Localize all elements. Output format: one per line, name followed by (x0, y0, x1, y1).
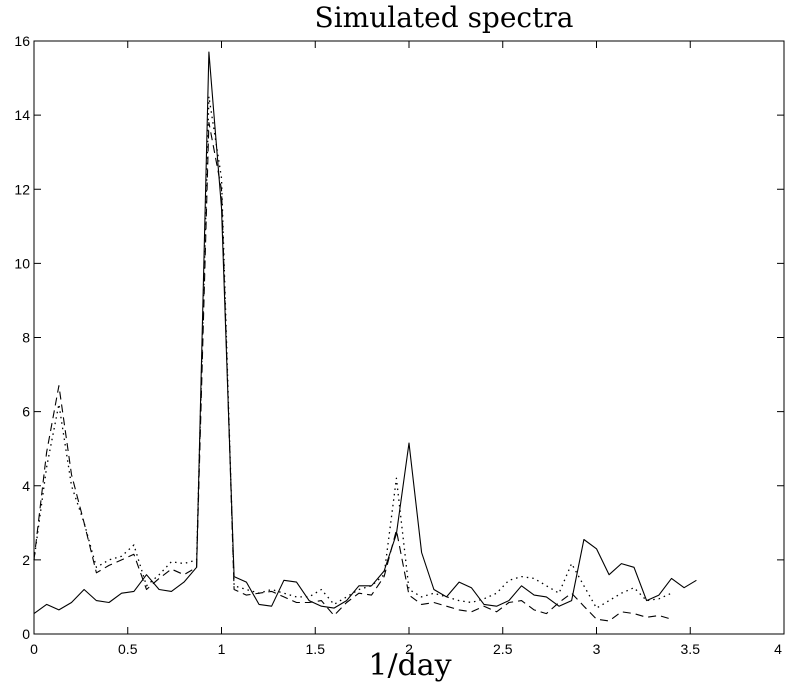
x-tick-label: 0 (30, 641, 38, 657)
y-tick-label: 2 (22, 552, 30, 568)
x-tick-label: 2.5 (493, 641, 513, 657)
x-tick-label: 1.5 (306, 641, 326, 657)
y-tick-label: 0 (22, 626, 30, 642)
x-tick-label: 3 (593, 641, 601, 657)
series-line-dashed (33, 121, 672, 622)
x-tick-label: 3.5 (681, 641, 701, 657)
x-tick-label: 1 (218, 641, 226, 657)
y-tick-label: 12 (14, 181, 30, 197)
x-axis: 0 0.5 1 1.5 2 2.5 3 3.5 4 (30, 41, 785, 657)
chart-title: Simulated spectra (315, 1, 574, 34)
x-tick-label: 0.5 (118, 641, 138, 657)
plot-area (33, 51, 697, 622)
y-tick-label: 8 (22, 330, 30, 346)
x-tick-label: 4 (774, 641, 782, 657)
y-tick-label: 16 (14, 33, 30, 49)
y-tick-label: 14 (14, 107, 30, 123)
y-tick-label: 4 (22, 478, 30, 494)
x-axis-label: 1/day (368, 648, 451, 682)
series-line-solid (33, 51, 697, 615)
y-tick-label: 6 (22, 404, 30, 420)
series-line-dotted (33, 95, 672, 609)
axes-frame (33, 40, 785, 635)
y-axis: 0 2 4 6 8 10 12 14 16 (14, 33, 784, 642)
x-tick-label: 2 (405, 641, 413, 657)
y-tick-label: 10 (14, 255, 30, 271)
